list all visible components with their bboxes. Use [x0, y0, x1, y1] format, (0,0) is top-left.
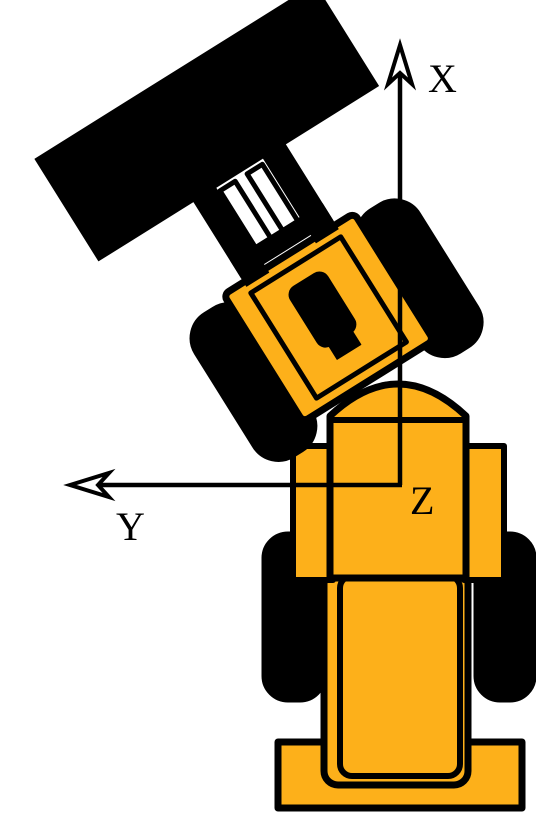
y-axis-label: Y	[116, 504, 145, 549]
hydraulic-detail	[315, 310, 362, 360]
y-axis-arrowhead	[63, 468, 116, 502]
arm-crossbar	[230, 203, 334, 279]
front-assembly	[34, 0, 484, 462]
right-fender	[461, 443, 507, 583]
z-axis-label: Z	[410, 478, 434, 523]
left-fender	[290, 443, 336, 583]
x-axis-arrowhead	[383, 38, 417, 91]
engine-hood	[337, 573, 463, 779]
x-axis-label: X	[428, 56, 457, 101]
coordinate-axes: X Y Z	[63, 38, 457, 549]
bucket	[34, 0, 379, 262]
